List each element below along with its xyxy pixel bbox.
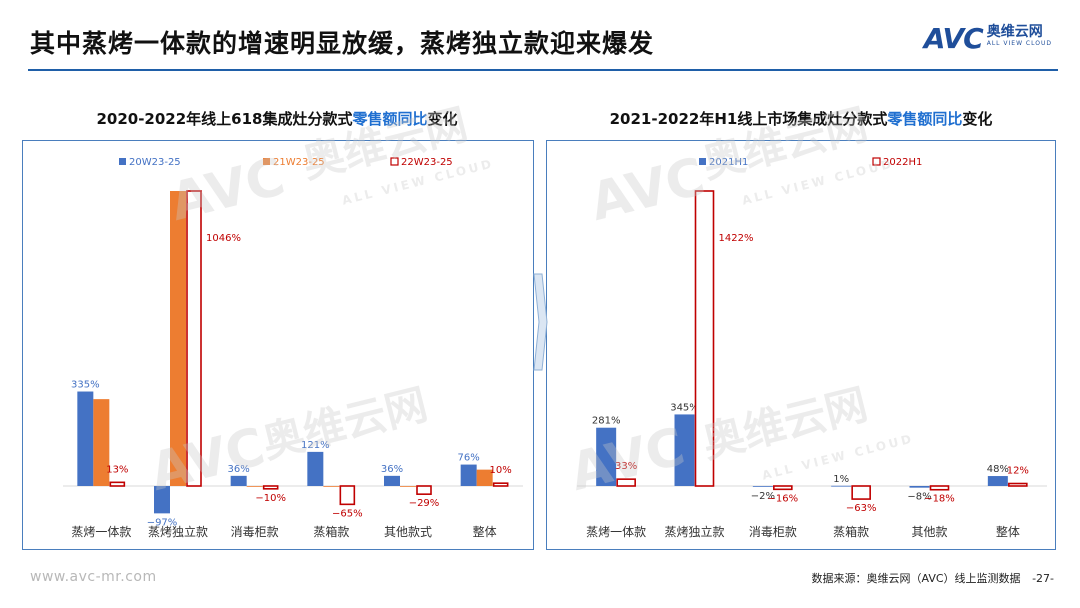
legend-label: 2022H1: [883, 157, 922, 168]
bar-2022H1: [694, 190, 715, 487]
data-label: −63%: [846, 503, 877, 514]
chart-left-svg: 20W23-25 21W23-25 22W23-25 蒸烤一体款 335% 13% 蒸烤独立…: [63, 157, 523, 539]
data-label: −2%: [751, 491, 775, 502]
category-label: 消毒柜款: [231, 525, 279, 539]
chart-panel-left: 20W23-25 21W23-25 22W23-25 蒸烤一体款 335% 13% 蒸烤独立…: [22, 140, 534, 550]
chart-title-left-pre: 2020-2022年线上618集成灶分款式: [96, 110, 353, 128]
bar-21W23-25: [476, 469, 493, 486]
category-label: 蒸烤一体款: [586, 524, 646, 539]
data-label: 76%: [458, 453, 480, 464]
bar-2022H1: [773, 485, 793, 491]
chart-title-right-pre: 2021-2022年H1线上市场集成灶分款式: [609, 110, 888, 128]
bar-2022H1: [1008, 482, 1028, 487]
website-url[interactable]: www.avc-mr.com: [30, 569, 157, 585]
legend-swatch: [119, 158, 126, 165]
bar-22W23-25: [339, 485, 356, 506]
chart-title-left: 2020-2022年线上618集成灶分款式零售额同比变化: [22, 108, 532, 129]
data-label: 345%: [670, 402, 699, 413]
data-label: −16%: [768, 493, 799, 504]
data-label: −97%: [147, 517, 178, 528]
legend-label: 2021H1: [709, 157, 748, 168]
bar-2022H1: [616, 478, 636, 487]
bar-20W23-25: [307, 451, 324, 486]
bar-22W23-25: [262, 485, 279, 490]
bar-2021H1: [987, 476, 1008, 486]
data-label: −18%: [924, 494, 955, 505]
logo-mark: AVC: [923, 22, 984, 55]
bar-20W23-25: [77, 391, 94, 486]
data-label: −65%: [332, 508, 363, 519]
legend-label: 20W23-25: [129, 157, 181, 168]
data-label: −10%: [255, 493, 286, 504]
legend-swatch: [390, 157, 399, 166]
data-label: 36%: [381, 464, 403, 475]
bar-22W23-25: [416, 485, 432, 495]
legend-label: 22W23-25: [401, 157, 453, 168]
bar-2022H1: [929, 485, 950, 491]
logo-en-text: ALL VIEW CLOUD: [986, 40, 1052, 47]
category-label: 蒸烤独立款: [664, 524, 724, 539]
category-label: 其他款: [911, 525, 947, 539]
bar-21W23-25: [246, 486, 263, 487]
chart-right-svg: 2021H1 2022H1 蒸烤一体款 281% 33% 蒸烤独立款 345% 1422% 消毒…: [577, 157, 1047, 539]
bar-21W23-25: [170, 191, 186, 486]
bar-2021H1: [674, 414, 695, 486]
bar-2021H1: [596, 427, 617, 486]
legend-swatch: [699, 158, 706, 165]
transition-arrow-icon: [533, 273, 548, 371]
bar-21W23-25: [93, 399, 110, 486]
chart-title-left-post: 变化: [427, 110, 458, 128]
category-label: 其他款式: [384, 525, 432, 539]
category-label: 蒸箱款: [313, 524, 349, 539]
bar-22W23-25: [492, 482, 509, 487]
legend-label: 21W23-25: [273, 157, 325, 168]
category-label: 整体: [996, 524, 1020, 539]
bar-2021H1: [831, 485, 852, 487]
bar-2021H1: [752, 486, 773, 487]
page-title: 其中蒸烤一体款的增速明显放缓，蒸烤独立款迎来爆发: [30, 29, 655, 58]
bar-22W23-25: [186, 190, 202, 487]
data-label: 48%: [987, 464, 1009, 475]
bar-2022H1: [851, 485, 871, 500]
bar-20W23-25: [384, 475, 400, 486]
legend-swatch: [263, 158, 270, 165]
data-label: 1046%: [206, 233, 241, 244]
page-number: -27-: [1032, 572, 1054, 585]
category-label: 消毒柜款: [749, 525, 797, 539]
bar-21W23-25: [323, 486, 340, 487]
legend-swatch: [872, 157, 881, 166]
data-label: 1%: [833, 474, 849, 485]
category-label: 蒸烤独立款: [148, 524, 208, 539]
data-label: 36%: [228, 464, 250, 475]
bar-20W23-25: [460, 464, 477, 486]
chart-title-right-post: 变化: [962, 110, 993, 128]
logo-cn-text: 奥维云网: [986, 24, 1043, 40]
category-label: 蒸烤一体款: [71, 524, 131, 539]
data-label: 10%: [490, 465, 512, 476]
data-label: 33%: [615, 461, 637, 472]
data-label: 121%: [301, 440, 330, 451]
data-label: 13%: [106, 464, 128, 475]
footer-source: 数据来源：奥维云网（AVC）线上监测数据 -27-: [812, 570, 1054, 586]
data-label: 335%: [71, 380, 100, 391]
category-label: 蒸箱款: [833, 524, 869, 539]
title-divider: [28, 69, 1058, 71]
chart-panel-right: 2021H1 2022H1 蒸烤一体款 281% 33% 蒸烤独立款 345% 1422% 消毒…: [546, 140, 1056, 550]
chart-title-right-highlight: 零售额同比: [887, 110, 963, 128]
data-label: 281%: [592, 416, 621, 427]
data-label: −8%: [907, 492, 931, 503]
data-source: 数据来源：奥维云网（AVC）线上监测数据: [811, 572, 1021, 585]
bar-20W23-25: [230, 475, 247, 486]
bar-21W23-25: [400, 486, 416, 487]
bar-22W23-25: [109, 481, 126, 487]
chart-title-right: 2021-2022年H1线上市场集成灶分款式零售额同比变化: [546, 108, 1056, 129]
bar-2021H1: [909, 486, 930, 488]
chart-title-left-highlight: 零售额同比: [352, 110, 428, 128]
data-label: 1422%: [719, 233, 754, 244]
category-label: 整体: [473, 524, 497, 539]
data-label: 12%: [1007, 466, 1029, 477]
data-label: −29%: [409, 498, 440, 509]
avc-logo: AVC 奥维云网 ALL VIEW CLOUD: [924, 24, 1052, 54]
bar-20W23-25: [154, 486, 170, 514]
